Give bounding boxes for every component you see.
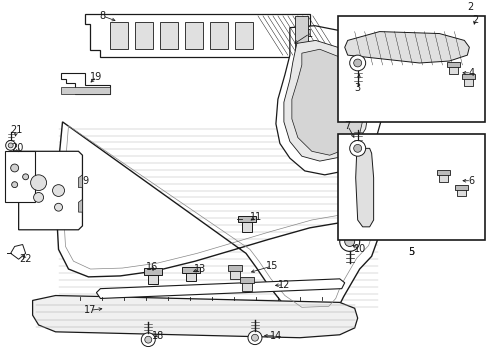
Text: 13: 13 [194,264,206,274]
Circle shape [23,174,28,180]
Circle shape [52,185,65,197]
Polygon shape [356,148,374,227]
Text: 18: 18 [152,331,164,341]
Text: 14: 14 [270,331,282,341]
Circle shape [248,331,262,345]
Polygon shape [19,151,82,230]
Text: 11: 11 [250,212,262,222]
Bar [160,22,178,49]
Circle shape [354,144,362,152]
Polygon shape [276,26,382,175]
Polygon shape [11,244,25,259]
Text: 12: 12 [278,280,290,290]
Text: 3: 3 [355,84,361,94]
Text: 1: 1 [307,28,313,39]
Text: 8: 8 [99,11,105,21]
Circle shape [6,140,16,150]
Polygon shape [97,279,345,298]
Circle shape [350,140,366,156]
Circle shape [354,59,362,67]
Text: 20: 20 [11,143,24,153]
Circle shape [8,143,13,148]
Bar [235,22,253,49]
Text: 2: 2 [467,2,474,12]
Text: 10: 10 [354,244,366,255]
Text: 5: 5 [408,247,415,257]
Polygon shape [284,40,369,161]
Bar [5,151,35,202]
Polygon shape [228,265,242,271]
Text: 17: 17 [84,305,97,315]
Polygon shape [240,277,254,283]
Polygon shape [447,62,461,67]
Text: 15: 15 [266,261,278,271]
Text: 9: 9 [82,176,89,186]
Polygon shape [345,32,469,63]
Circle shape [34,193,44,202]
Text: 4: 4 [468,68,474,78]
Text: 16: 16 [146,262,158,272]
Text: 5: 5 [408,247,415,257]
Circle shape [340,232,360,251]
Polygon shape [438,170,450,175]
Polygon shape [186,271,196,281]
Polygon shape [242,281,252,291]
Polygon shape [144,268,162,275]
Polygon shape [85,14,310,57]
Polygon shape [61,86,110,94]
Circle shape [350,55,366,71]
Bar [338,134,485,240]
Circle shape [54,203,63,211]
Bar [185,22,203,49]
Polygon shape [230,269,240,279]
Bar [338,16,485,122]
Circle shape [141,333,155,347]
Polygon shape [182,267,200,273]
Polygon shape [78,199,82,212]
Polygon shape [465,77,473,86]
Text: 6: 6 [468,176,474,186]
Bar [135,22,153,49]
Bar [110,22,128,49]
Polygon shape [295,16,308,55]
Circle shape [30,175,47,190]
Polygon shape [56,122,378,315]
Text: 22: 22 [20,254,32,264]
Polygon shape [148,273,158,284]
Text: 21: 21 [10,125,23,135]
Polygon shape [440,173,448,182]
Polygon shape [78,175,82,188]
Polygon shape [292,49,365,155]
Polygon shape [242,220,252,232]
Polygon shape [455,185,468,190]
Circle shape [12,182,18,188]
Text: 2: 2 [472,15,478,25]
Polygon shape [457,188,466,197]
Circle shape [345,237,355,247]
Polygon shape [238,216,256,222]
Polygon shape [33,296,358,338]
Circle shape [145,336,152,343]
Text: 7: 7 [344,121,351,131]
Polygon shape [61,73,110,94]
Circle shape [251,334,258,341]
Polygon shape [449,65,458,74]
Text: 19: 19 [90,72,102,82]
Circle shape [11,164,19,172]
Polygon shape [463,74,475,79]
Bar [210,22,228,49]
